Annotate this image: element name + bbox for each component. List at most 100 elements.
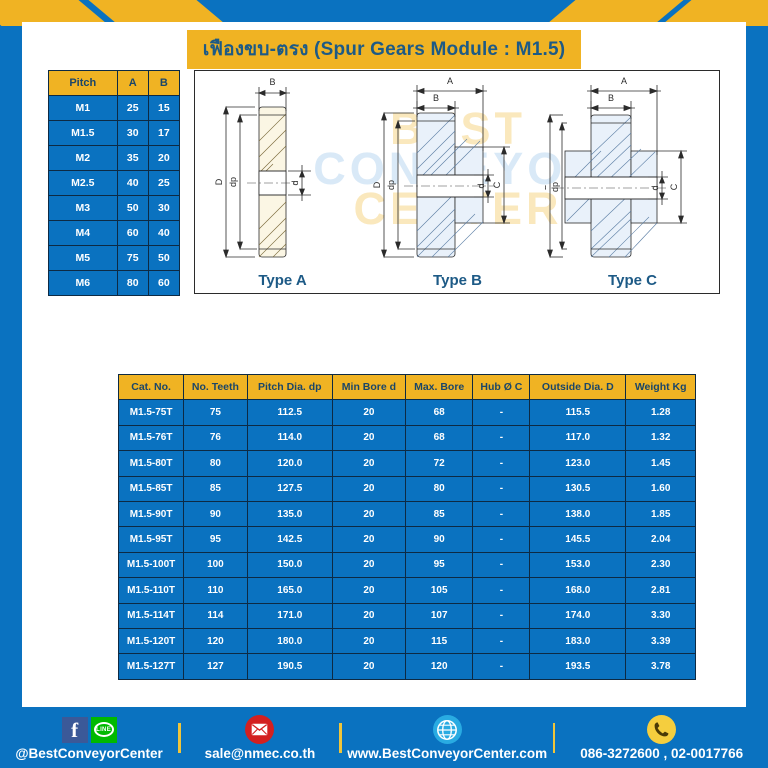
table-row: M1.5-85T 85 127.5 20 80-130.5 1.60	[117, 475, 696, 502]
cell-weight: 1.85	[625, 500, 696, 528]
type-c-drawing: A B D dp d C	[545, 76, 687, 259]
cell-pitch-dia: 142.5	[246, 526, 333, 553]
cell-hub-c: -	[472, 627, 531, 655]
upper-section: Pitch A B M1 25 15 M1.5 30 17 M2	[48, 70, 720, 298]
cell-min-bore: 20	[331, 424, 406, 452]
cell-hub-c: -	[472, 577, 531, 604]
cell-min-bore: 20	[331, 500, 406, 528]
cell-b: 15	[147, 95, 181, 121]
table-row: M1.5-90T 90 135.0 20 85-138.0 1.85	[117, 500, 696, 528]
cell-outside-dia: 130.5	[529, 475, 627, 502]
cell-b: 60	[147, 270, 181, 296]
cell-cat-no: M1.5-120T	[117, 627, 185, 655]
table-row: M1.5-75T 75 112.5 20 68-115.5 1.28	[117, 399, 696, 426]
cell-cat-no: M1.5-95T	[117, 526, 185, 553]
cell-no-teeth: 76	[183, 424, 248, 452]
cell-b: 40	[147, 220, 181, 246]
diagram-type-c: A B D dp d C Type C	[545, 71, 719, 293]
cell-no-teeth: 80	[183, 450, 248, 477]
cell-b: 50	[147, 245, 181, 271]
dim-label-dp: dp	[386, 180, 396, 190]
cell-no-teeth: 100	[183, 551, 248, 579]
pitch-table: Pitch A B M1 25 15 M1.5 30 17 M2	[48, 70, 181, 296]
cell-outside-dia: 174.0	[529, 602, 627, 629]
footer-divider	[552, 722, 556, 753]
cell-min-bore: 20	[331, 450, 406, 477]
cell-hub-c: -	[472, 399, 531, 426]
cell-pitch: M3	[48, 195, 118, 221]
cell-b: 20	[147, 145, 181, 171]
cell-a: 60	[116, 220, 149, 246]
spec-header-outside-dia: Outside Dia. D	[529, 373, 627, 401]
cell-weight: 1.28	[625, 399, 696, 426]
footer-website[interactable]: www.BestConveyorCenter.com	[342, 715, 553, 761]
cell-cat-no: M1.5-75T	[117, 399, 185, 426]
cell-hub-c: -	[472, 653, 531, 680]
cell-outside-dia: 168.0	[529, 577, 627, 604]
cell-b: 30	[147, 195, 181, 221]
cell-weight: 3.78	[625, 653, 696, 680]
cell-outside-dia: 115.5	[529, 399, 627, 426]
cell-cat-no: M1.5-80T	[117, 450, 185, 477]
cell-max-bore: 68	[404, 424, 474, 452]
phone-handset-glyph	[654, 722, 669, 737]
cell-outside-dia: 153.0	[529, 551, 627, 579]
cell-max-bore: 107	[404, 602, 474, 629]
cell-pitch: M6	[48, 270, 118, 296]
table-row: M5 75 50	[48, 245, 181, 271]
line-icon[interactable]: LINE	[90, 716, 117, 743]
cell-pitch-dia: 135.0	[246, 500, 333, 528]
cell-weight: 1.45	[625, 450, 696, 477]
phone-icon-wrap	[647, 715, 677, 745]
cell-hub-c: -	[472, 526, 531, 553]
footer-email[interactable]: sale@nmec.co.th	[181, 715, 339, 761]
table-row: M2.5 40 25	[48, 170, 181, 196]
cell-max-bore: 105	[404, 577, 474, 604]
cell-cat-no: M1.5-90T	[117, 500, 185, 528]
footer-social[interactable]: f LINE @BestConveyorCenter	[0, 715, 178, 761]
spec-table: Cat. No. No. Teeth Pitch Dia. dp Min Bore d…	[117, 373, 696, 680]
mail-icon[interactable]	[245, 715, 275, 744]
table-row: M1 25 15	[48, 95, 181, 121]
social-handle: @BestConveyorCenter	[15, 745, 163, 761]
cell-weight: 3.30	[625, 602, 696, 629]
content-card: เฟืองขบ-ตรง (Spur Gears Module : M1.5) P…	[22, 22, 746, 707]
footer-phone[interactable]: 086-3272600 , 02-0017766	[555, 715, 768, 761]
table-row: M1.5-110T 110 165.0 20 105-168.0 2.81	[117, 577, 696, 604]
spec-header-pitch-dia: Pitch Dia. dp	[246, 373, 333, 401]
footer-divider	[339, 722, 342, 753]
cell-hub-c: -	[472, 500, 531, 528]
table-row: M1.5-95T 95 142.5 20 90-145.5 2.04	[117, 526, 696, 553]
diagram-type-a: B D dp d Type A	[195, 71, 370, 293]
cell-cat-no: M1.5-127T	[117, 653, 185, 680]
pitch-table-header-row: Pitch A B	[48, 70, 181, 96]
phone-number: 086-3272600 , 02-0017766	[580, 745, 744, 761]
dim-label-dp: dp	[228, 177, 238, 187]
phone-icon[interactable]	[647, 715, 677, 744]
dim-label-c: C	[492, 181, 502, 188]
cell-pitch-dia: 180.0	[246, 627, 333, 655]
cell-cat-no: M1.5-100T	[117, 551, 185, 579]
dim-label-b: B	[608, 93, 614, 103]
globe-icon[interactable]	[432, 715, 462, 744]
cell-min-bore: 20	[331, 602, 406, 629]
dim-label-b: B	[269, 77, 275, 87]
cell-weight: 2.04	[625, 526, 696, 553]
cell-min-bore: 20	[331, 653, 406, 680]
dim-label-d-outer: D	[545, 183, 548, 190]
cell-max-bore: 85	[404, 500, 474, 528]
cell-outside-dia: 117.0	[529, 424, 627, 452]
globe-glyph	[437, 719, 458, 740]
facebook-icon[interactable]: f	[61, 716, 88, 743]
spec-header-no-teeth: No. Teeth	[183, 373, 248, 401]
cell-b: 25	[147, 170, 181, 196]
cell-pitch-dia: 127.5	[246, 475, 333, 502]
line-bubble-icon: LINE	[93, 722, 114, 737]
dim-label-a: A	[621, 76, 627, 86]
cell-min-bore: 20	[331, 399, 406, 426]
pitch-header-pitch: Pitch	[48, 70, 118, 96]
type-c-label: Type C	[608, 272, 657, 289]
type-a-label: Type A	[258, 272, 307, 289]
table-row: M4 60 40	[48, 220, 181, 246]
cell-max-bore: 72	[404, 450, 474, 477]
